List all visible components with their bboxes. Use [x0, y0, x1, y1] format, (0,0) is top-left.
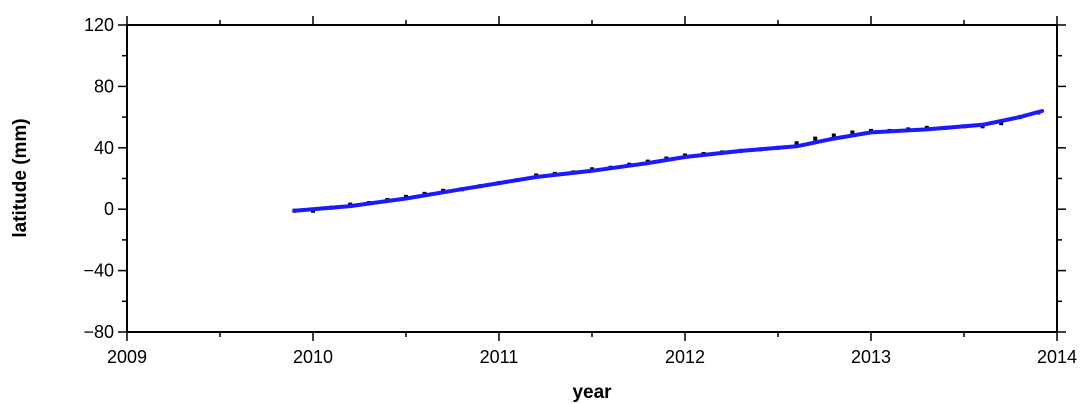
y-tick-label: −40	[83, 261, 114, 281]
x-tick-label: 2014	[1037, 347, 1077, 367]
y-axis-title: latitude (mm)	[10, 118, 31, 237]
trend-line	[292, 109, 1045, 213]
data-point	[850, 130, 855, 135]
data-point	[831, 133, 836, 138]
x-tick-label: 2012	[665, 347, 705, 367]
data-point	[813, 136, 818, 141]
x-tick-label: 2009	[107, 347, 147, 367]
y-tick-label: 40	[94, 138, 114, 158]
data-point	[794, 141, 799, 146]
y-tick-label: −80	[83, 322, 114, 342]
axis-ticks	[118, 16, 1066, 341]
x-tick-label: 2010	[293, 347, 333, 367]
x-axis-title: year	[572, 382, 612, 403]
y-tick-label: 0	[104, 199, 114, 219]
x-tick-label: 2011	[480, 347, 519, 367]
data-point	[999, 121, 1004, 126]
x-tick-label: 2013	[851, 347, 891, 367]
plot-frame	[126, 24, 1058, 333]
tick-labels: 2009 2010 2011 2012 2013 2014 −80 −40 0 40 80 120	[83, 15, 1077, 367]
y-tick-label: 80	[94, 76, 114, 96]
y-tick-label: 120	[84, 15, 114, 35]
